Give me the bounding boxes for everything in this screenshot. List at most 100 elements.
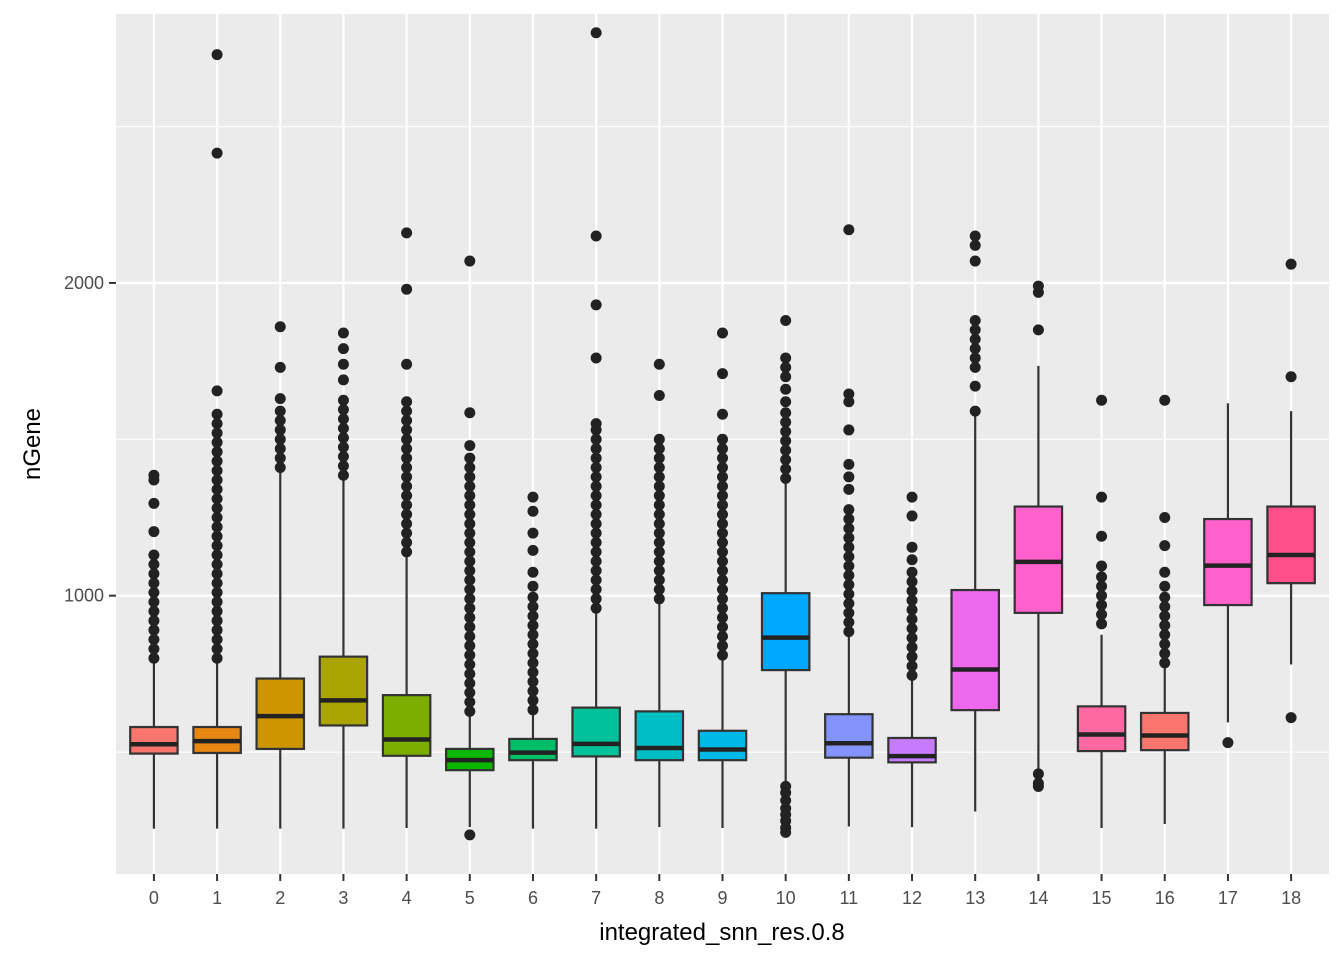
outlier-point [148, 549, 160, 561]
x-tick-label: 10 [776, 888, 796, 908]
x-tick-label: 15 [1092, 888, 1112, 908]
box-iqr [1203, 517, 1253, 607]
outlier-point [717, 327, 728, 339]
outlier-point [274, 424, 286, 436]
outlier-point [717, 518, 728, 530]
outlier-point [401, 518, 413, 530]
outlier-point [653, 461, 665, 473]
outlier-point [906, 554, 918, 566]
outlier-point [211, 652, 223, 664]
outlier-point [843, 458, 855, 470]
outlier-point [464, 480, 476, 492]
outlier-point [527, 685, 539, 697]
outlier-point [527, 601, 539, 613]
outlier-point [337, 469, 349, 481]
outlier-point [401, 433, 413, 445]
outlier-point [969, 324, 981, 336]
outlier-point [148, 643, 160, 655]
box-11 [824, 224, 874, 827]
outlier-point [1159, 591, 1171, 603]
outlier-point [843, 579, 855, 591]
outlier-point [148, 652, 160, 664]
outlier-point [1032, 280, 1044, 292]
outlier-point [843, 396, 855, 408]
outlier-point [717, 443, 728, 455]
outlier-point [464, 518, 476, 530]
outlier-point [717, 480, 728, 492]
outlier-point [211, 385, 223, 397]
outlier-point [843, 504, 855, 516]
outlier-point [780, 472, 792, 484]
outlier-point [464, 696, 476, 708]
outlier-point [401, 443, 413, 455]
outlier-point [590, 574, 602, 586]
outlier-point [717, 546, 728, 558]
outlier-point [148, 633, 160, 645]
outlier-point [1159, 629, 1171, 641]
outlier-point [1096, 571, 1108, 583]
outlier-point [843, 597, 855, 609]
outlier-point [464, 621, 476, 633]
box-3 [318, 327, 369, 829]
outlier-point [527, 704, 539, 716]
outlier-point [969, 380, 981, 392]
outlier-point [906, 594, 918, 606]
outlier-point [590, 230, 602, 242]
outlier-point [464, 640, 476, 652]
box-1 [192, 49, 242, 829]
outlier-point [211, 474, 223, 486]
outlier-point [527, 505, 539, 517]
outlier-point [211, 596, 223, 608]
outlier-point [464, 537, 476, 549]
outlier-point [464, 677, 476, 689]
outlier-point [464, 255, 476, 267]
outlier-point [780, 444, 792, 456]
outlier-point [527, 629, 539, 641]
x-tick-label: 13 [965, 888, 985, 908]
x-tick-label: 16 [1155, 888, 1175, 908]
outlier-point [653, 480, 665, 492]
outlier-point [906, 491, 918, 503]
outlier-point [590, 583, 602, 595]
outlier-point [211, 605, 223, 617]
outlier-point [148, 605, 160, 617]
outlier-point [653, 527, 665, 539]
outlier-point [780, 425, 792, 437]
outlier-point [1285, 258, 1297, 270]
outlier-point [780, 352, 792, 364]
outlier-point [464, 574, 476, 586]
outlier-point [590, 27, 602, 39]
outlier-point [969, 343, 981, 355]
outlier-point [211, 568, 223, 580]
outlier-point [906, 566, 918, 578]
outlier-point [906, 510, 918, 522]
outlier-point [843, 607, 855, 619]
box-iqr [634, 710, 685, 762]
outlier-point [1096, 608, 1108, 620]
outlier-point [1096, 394, 1108, 406]
outlier-point [401, 499, 413, 511]
outlier-point [590, 518, 602, 530]
outlier-point [906, 660, 918, 672]
outlier-point [653, 490, 665, 502]
outlier-point [337, 413, 349, 425]
outlier-point [1096, 590, 1108, 602]
outlier-point [211, 483, 223, 495]
outlier-point [464, 602, 476, 614]
outlier-point [1159, 566, 1171, 578]
outlier-point [780, 396, 792, 408]
outlier-point [337, 404, 349, 416]
outlier-point [1159, 648, 1171, 660]
box-iqr [1139, 711, 1190, 752]
outlier-point [717, 555, 728, 567]
outlier-point [1096, 491, 1108, 503]
outlier-point [906, 641, 918, 653]
outlier-point [527, 591, 539, 603]
x-tick-label: 5 [465, 888, 475, 908]
outlier-point [401, 415, 413, 427]
outlier-point [337, 432, 349, 444]
outlier-point [590, 452, 602, 464]
outlier-point [211, 549, 223, 561]
outlier-point [401, 405, 413, 417]
outlier-point [717, 640, 728, 652]
